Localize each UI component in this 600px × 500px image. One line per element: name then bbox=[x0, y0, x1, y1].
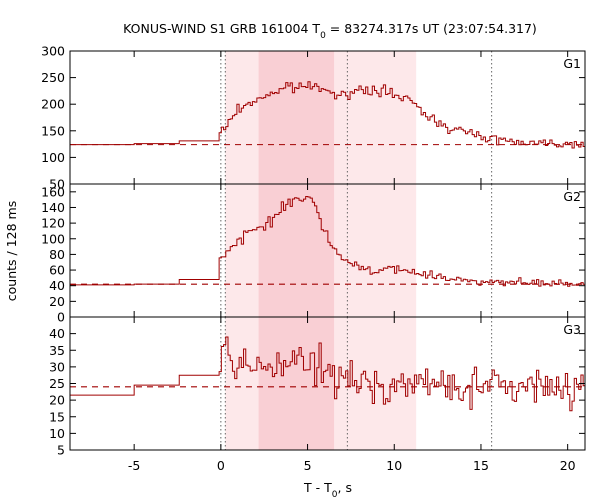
panel-name-g3: G3 bbox=[563, 322, 581, 337]
y-tick-label: 150 bbox=[41, 123, 65, 138]
x-tick-label: 0 bbox=[217, 458, 225, 473]
interval-shade-dark bbox=[258, 184, 335, 317]
y-tick-label: 80 bbox=[49, 247, 65, 262]
y-tick-label: 15 bbox=[49, 409, 65, 424]
panels-group: 50100150200250300G1020406080100120140160… bbox=[41, 44, 586, 458]
y-tick-label: 35 bbox=[49, 343, 65, 358]
y-tick-label: 5 bbox=[57, 443, 65, 458]
light-curve-g2 bbox=[70, 196, 585, 287]
chart-title: KONUS-WIND S1 GRB 161004 T0 = 83274.317s… bbox=[123, 21, 537, 41]
y-tick-label: 20 bbox=[49, 294, 65, 309]
panel-name-g1: G1 bbox=[563, 56, 581, 71]
y-tick-label: 0 bbox=[57, 310, 65, 325]
x-tick-label: -5 bbox=[128, 458, 140, 473]
y-tick-label: 300 bbox=[41, 44, 65, 59]
y-tick-label: 25 bbox=[49, 376, 65, 391]
y-tick-label: 140 bbox=[41, 200, 65, 215]
panel-name-g2: G2 bbox=[563, 189, 581, 204]
y-tick-label: 40 bbox=[49, 278, 65, 293]
interval-shade-dark bbox=[258, 317, 335, 450]
y-tick-label: 120 bbox=[41, 216, 65, 231]
light-curve-g3 bbox=[70, 336, 585, 412]
y-tick-label: 50 bbox=[49, 177, 65, 192]
y-tick-label: 20 bbox=[49, 393, 65, 408]
x-tick-label: 15 bbox=[473, 458, 489, 473]
x-axis: -5 0 5 10 15 20 bbox=[128, 458, 576, 473]
y-axis-label: counts / 128 ms bbox=[4, 201, 19, 301]
y-tick-label: 160 bbox=[41, 184, 65, 199]
x-axis-label: T - T0, s bbox=[303, 480, 352, 500]
y-tick-label: 40 bbox=[49, 326, 65, 341]
x-tick-label: 10 bbox=[386, 458, 402, 473]
panel-g1: 50 100 150 200 250 300 G1 bbox=[41, 44, 586, 192]
y-tick-label: 10 bbox=[49, 426, 65, 441]
x-tick-label: 5 bbox=[304, 458, 312, 473]
y-tick-label: 100 bbox=[41, 150, 65, 165]
x-tick-label: 20 bbox=[560, 458, 576, 473]
y-tick-label: 200 bbox=[41, 97, 65, 112]
y-tick-label: 60 bbox=[49, 263, 65, 278]
y-tick-label: 100 bbox=[41, 231, 65, 246]
y-tick-label: 250 bbox=[41, 70, 65, 85]
interval-shade-dark bbox=[258, 51, 335, 184]
y-tick-label: 30 bbox=[49, 359, 65, 374]
light-curve-g1 bbox=[70, 81, 585, 149]
